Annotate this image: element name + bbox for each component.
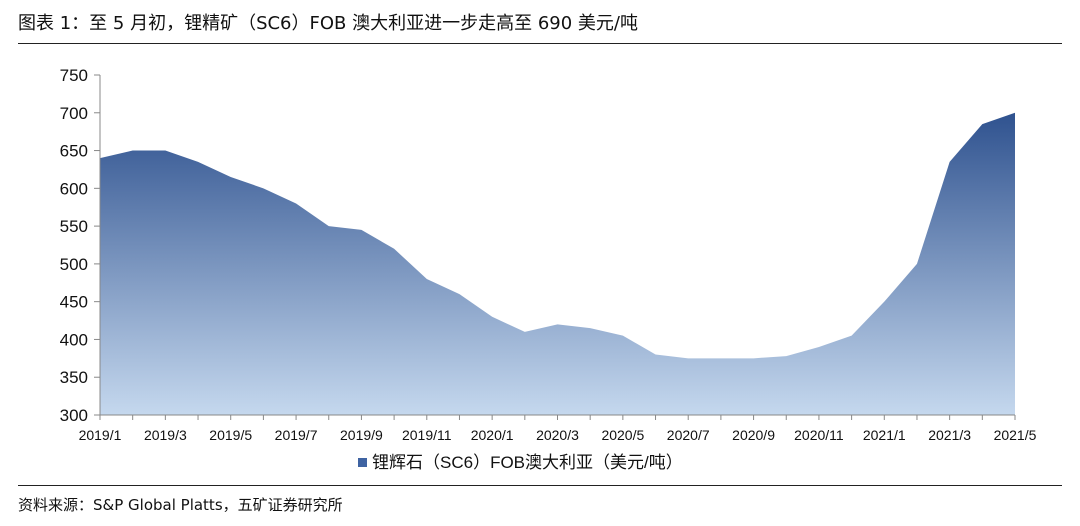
chart-title: 图表 1：至 5 月初，锂精矿（SC6）FOB 澳大利亚进一步走高至 690 美… [18,13,638,34]
x-tick-label: 2019/11 [402,427,452,443]
x-tick-label: 2020/7 [667,427,710,443]
y-tick-label: 750 [60,66,88,85]
x-tick-label: 2019/5 [209,427,252,443]
y-tick-label: 650 [60,142,88,161]
x-tick-label: 2021/5 [994,427,1037,443]
x-tick-label: 2019/9 [340,427,383,443]
y-tick-label: 600 [60,179,88,198]
top-rule [18,43,1062,44]
x-tick-label: 2021/1 [863,427,906,443]
x-tick-label: 2020/11 [794,427,844,443]
legend-marker [358,458,367,467]
y-tick-label: 700 [60,104,88,123]
y-tick-label: 450 [60,293,88,312]
y-tick-label: 300 [60,406,88,425]
x-tick-label: 2020/9 [732,427,775,443]
bottom-rule [18,485,1062,486]
area-series-lithium [100,112,1015,415]
x-tick-label: 2021/3 [928,427,971,443]
y-tick-label: 400 [60,330,88,349]
x-tick-label: 2019/1 [79,427,122,443]
y-tick-label: 550 [60,217,88,236]
source-note: 资料来源：S&P Global Platts，五矿证券研究所 [18,496,343,514]
y-tick-label: 350 [60,368,88,387]
x-tick-label: 2019/3 [144,427,187,443]
x-tick-label: 2019/7 [275,427,318,443]
x-tick-label: 2020/1 [471,427,514,443]
x-tick-label: 2020/3 [536,427,579,443]
legend-label: 锂辉石（SC6）FOB澳大利亚（美元/吨） [372,453,683,472]
y-tick-label: 500 [60,255,88,274]
x-tick-label: 2020/5 [601,427,644,443]
